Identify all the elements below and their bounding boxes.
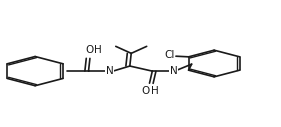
Text: N: N	[169, 66, 177, 76]
Text: H: H	[151, 86, 158, 96]
Text: H: H	[94, 45, 102, 55]
Text: N: N	[106, 66, 114, 76]
Text: Cl: Cl	[165, 50, 175, 60]
Text: O: O	[86, 45, 94, 55]
Text: O: O	[141, 86, 149, 96]
